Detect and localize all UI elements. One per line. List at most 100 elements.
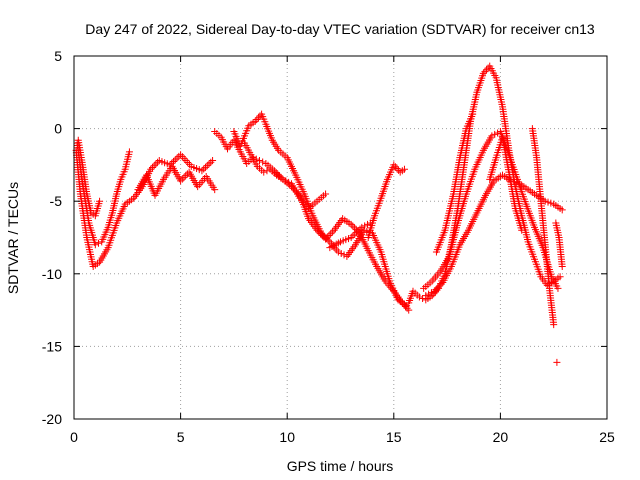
y-tick-label: -10 [42,266,62,282]
data-point-track-12 [558,206,566,214]
data-point-track-8 [393,165,401,173]
y-tick-label: 5 [54,48,62,64]
data-point-track-12 [547,199,555,207]
data-point-track-11 [488,132,496,140]
data-point-track-1 [200,165,208,173]
data-point-track-9 [361,222,369,230]
x-tick-label: 10 [279,429,295,445]
plot-frame [73,55,608,420]
data-point-outlier [553,358,561,366]
data-point-track-9 [354,227,362,235]
data-point-track-6 [405,306,413,314]
x-tick-label: 25 [599,429,615,445]
data-point-track-12 [544,198,552,206]
data-point-track-8 [400,165,408,173]
data-point-track-9 [358,223,366,231]
data-point-track-9 [349,232,357,240]
data-point-track-2 [95,239,103,247]
data-point-track-11 [494,129,502,137]
data-point-track-9 [364,220,372,228]
data-point-track-7 [260,168,268,176]
tick-labels: 0 5 10 15 20 25 -20 -15 -10 -5 0 5 [42,48,615,445]
data-point-track-1 [171,156,179,164]
x-tick-label: 5 [177,429,185,445]
data-point-track-6 [255,157,263,165]
data-point-track-9 [351,230,359,238]
data-point-track-6 [327,230,335,238]
data-point-track-4 [178,175,186,183]
data-point-track-1 [152,160,160,168]
data-point-track-8 [390,161,398,169]
data-point-track-7 [279,175,287,183]
y-tick-label: 0 [54,121,62,137]
x-axis-label: GPS time / hours [287,458,394,474]
data-point-track-6 [316,230,324,238]
y-axis-label: SDTVAR / TECUs [5,182,21,294]
data-point-track-4 [180,173,188,181]
data-point-track-1 [147,165,155,173]
data-point-track-6 [325,231,333,239]
data-point-track-1 [201,163,209,171]
data-point-track-4 [211,186,219,194]
x-tick-label: 0 [70,429,78,445]
data-point-track-1 [198,167,206,175]
data-point-track-7 [322,190,330,198]
data-point-track-9 [347,234,355,241]
data-point-track-11 [554,284,562,292]
data-point-track-1 [209,157,217,165]
data-point-track-6 [313,226,321,234]
data-point-track-12 [432,285,440,293]
data-point-track-5 [251,117,259,125]
data-point-track-7 [282,177,290,185]
data-point-track-6 [349,222,357,230]
data-point-track-11 [491,130,499,138]
data-point-track-2 [91,241,99,249]
axis-ticks [73,55,608,420]
data-point-track-6 [398,299,406,307]
data-point-track-7 [285,178,293,186]
data-point-track-9 [356,225,364,233]
data-point-track-5 [254,114,262,122]
data-point-track-1 [154,158,162,166]
data-point-track-10 [479,69,487,77]
data-point-track-6 [402,302,410,310]
data-points [72,62,566,366]
data-point-track-1 [207,158,215,166]
data-point-track-1 [148,164,156,172]
data-point-track-9 [366,219,374,227]
data-point-track-6 [323,233,331,241]
data-point-track-16 [558,263,566,271]
data-point-track-6 [318,231,326,239]
data-point-track-6 [328,228,336,236]
data-point-track-12 [430,287,438,295]
data-point-track-10 [556,273,564,281]
data-point-track-6 [347,220,355,228]
data-point-track-6 [400,301,408,309]
data-point-track-4 [182,172,190,180]
data-point-track-1 [169,158,177,166]
data-point-track-5 [363,227,371,235]
data-point-track-1 [173,154,181,162]
data-point-track-10 [483,66,491,74]
data-point-track-15 [550,321,558,329]
data-point-track-3 [96,197,104,205]
data-point-track-5 [337,249,345,257]
data-point-track-13 [469,110,477,118]
data-point-track-1 [150,162,158,170]
data-point-track-2 [125,148,133,156]
data-point-track-6 [322,235,330,243]
data-point-track-10 [481,68,489,76]
x-tick-label: 15 [386,429,402,445]
data-point-track-9 [352,228,360,236]
data-point-track-6 [403,304,411,312]
data-point-track-12 [434,284,442,292]
data-point-track-10 [415,293,423,301]
y-tick-label: -20 [42,411,62,427]
data-point-track-14 [518,226,526,234]
data-point-track-5 [334,248,342,256]
data-point-track-12 [427,289,435,297]
data-point-track-10 [428,292,436,300]
data-point-track-12 [435,282,443,290]
data-point-track-6 [351,224,359,232]
